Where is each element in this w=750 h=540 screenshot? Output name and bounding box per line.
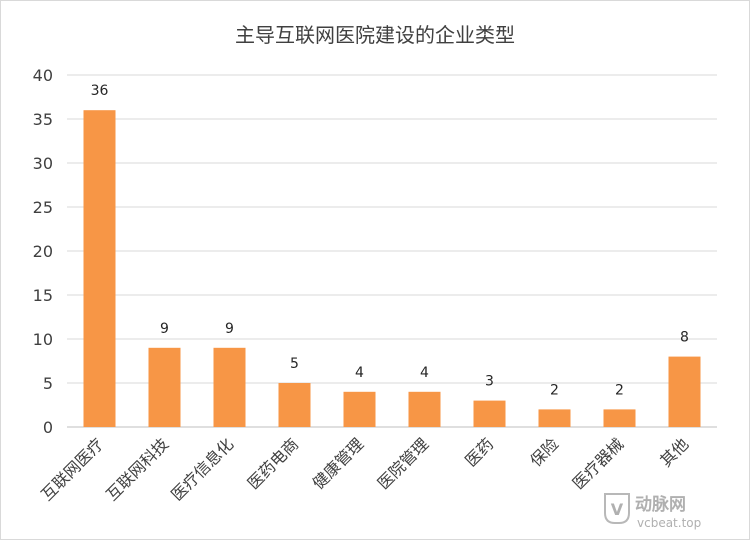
bar [408, 391, 441, 427]
watermark-logo-icon [604, 493, 630, 524]
bar [603, 409, 636, 427]
data-label: 4 [355, 365, 364, 381]
data-label: 9 [160, 321, 169, 337]
chart-title: 主导互联网医院建设的企业类型 [235, 23, 515, 47]
bars [83, 110, 701, 427]
y-axis-ticks: 0 5 10 15 20 25 30 35 40 [33, 66, 53, 437]
data-label: 8 [680, 330, 689, 346]
data-labels: 36 9 9 5 4 4 3 2 2 8 [91, 83, 689, 398]
y-tick-label: 5 [43, 374, 53, 393]
x-tick-label: 互联网科技 [102, 434, 172, 504]
bar [668, 356, 701, 427]
y-tick-label: 40 [33, 66, 53, 85]
watermark-brand: 动脉网 [635, 494, 686, 515]
watermark: V 动脉网 vcbeat.top [604, 493, 701, 530]
x-tick-label: 医院管理 [374, 434, 433, 493]
watermark-logo-mark: V [611, 500, 624, 519]
y-tick-label: 15 [33, 286, 53, 305]
x-tick-label: 其他 [656, 434, 692, 470]
bar [343, 391, 376, 427]
data-label: 4 [420, 365, 429, 381]
y-tick-label: 10 [33, 330, 53, 349]
x-tick-label: 医药电商 [244, 434, 303, 493]
data-label: 3 [485, 374, 494, 390]
x-tick-label: 互联网医疗 [37, 434, 107, 504]
bar [278, 383, 311, 427]
x-tick-label: 医疗信息化 [167, 434, 237, 504]
y-tick-label: 25 [33, 198, 53, 217]
data-label: 5 [290, 356, 299, 372]
x-tick-label: 医药 [461, 434, 497, 470]
bar [538, 409, 571, 427]
bar [473, 400, 506, 427]
data-label: 2 [615, 382, 624, 398]
data-label: 2 [550, 382, 559, 398]
data-label: 9 [225, 321, 234, 337]
bar [148, 347, 181, 427]
bar [213, 347, 246, 427]
data-label: 36 [91, 83, 109, 99]
y-tick-label: 30 [33, 154, 53, 173]
y-tick-label: 0 [43, 418, 53, 437]
watermark-site: vcbeat.top [637, 516, 701, 530]
y-tick-label: 20 [33, 242, 53, 261]
x-tick-label: 保险 [526, 434, 562, 470]
y-tick-label: 35 [33, 110, 53, 129]
x-tick-label: 健康管理 [309, 434, 368, 493]
bar [83, 110, 116, 427]
x-tick-label: 医疗器械 [569, 434, 628, 493]
